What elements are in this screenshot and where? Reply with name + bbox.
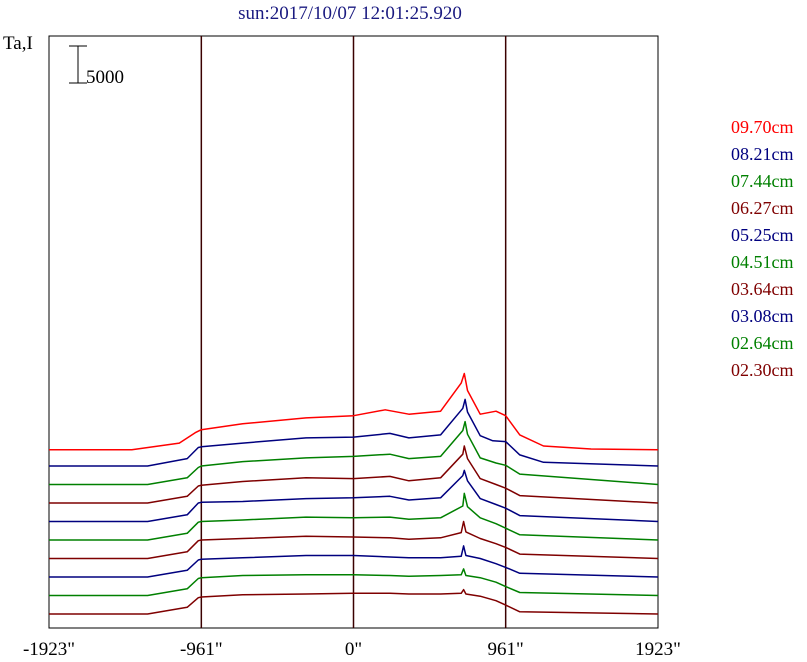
legend-entry-06-27cm: 06.27cm <box>731 198 794 218</box>
legend-entry-02-30cm: 02.30cm <box>731 360 794 380</box>
legend-entry-08-21cm: 08.21cm <box>731 144 794 164</box>
x-tick-label-4: 1923" <box>635 639 681 660</box>
y-axis-label: Ta,I <box>3 33 33 54</box>
series-line-07-44cm <box>49 420 659 486</box>
series-line-03-64cm <box>49 520 659 560</box>
legend-entry-03-64cm: 03.64cm <box>731 279 794 299</box>
x-tick-label-3: 961" <box>488 639 524 660</box>
legend-entry-07-44cm: 07.44cm <box>731 171 794 191</box>
legend-entry-04-51cm: 04.51cm <box>731 252 794 272</box>
series-line-06-27cm <box>49 445 659 504</box>
series-line-08-21cm <box>49 398 659 467</box>
series-line-04-51cm <box>49 492 659 541</box>
series-line-09-70cm <box>49 372 659 451</box>
x-tick-label-2: 0" <box>345 639 362 660</box>
series-line-02-30cm <box>49 588 659 615</box>
chart-title: sun:2017/10/07 12:01:25.920 <box>238 3 462 24</box>
x-tick-label-0: -1923" <box>23 639 75 660</box>
legend-entry-02-64cm: 02.64cm <box>731 333 794 353</box>
legend-entry-09-70cm: 09.70cm <box>731 117 794 137</box>
legend-entry-03-08cm: 03.08cm <box>731 306 794 326</box>
x-tick-label-1: -961" <box>180 639 223 660</box>
scale-bar-label: 5000 <box>86 67 124 88</box>
series-line-05-25cm <box>49 469 659 523</box>
series-line-03-08cm <box>49 545 659 578</box>
series-line-02-64cm <box>49 568 659 597</box>
legend-entry-05-25cm: 05.25cm <box>731 225 794 245</box>
